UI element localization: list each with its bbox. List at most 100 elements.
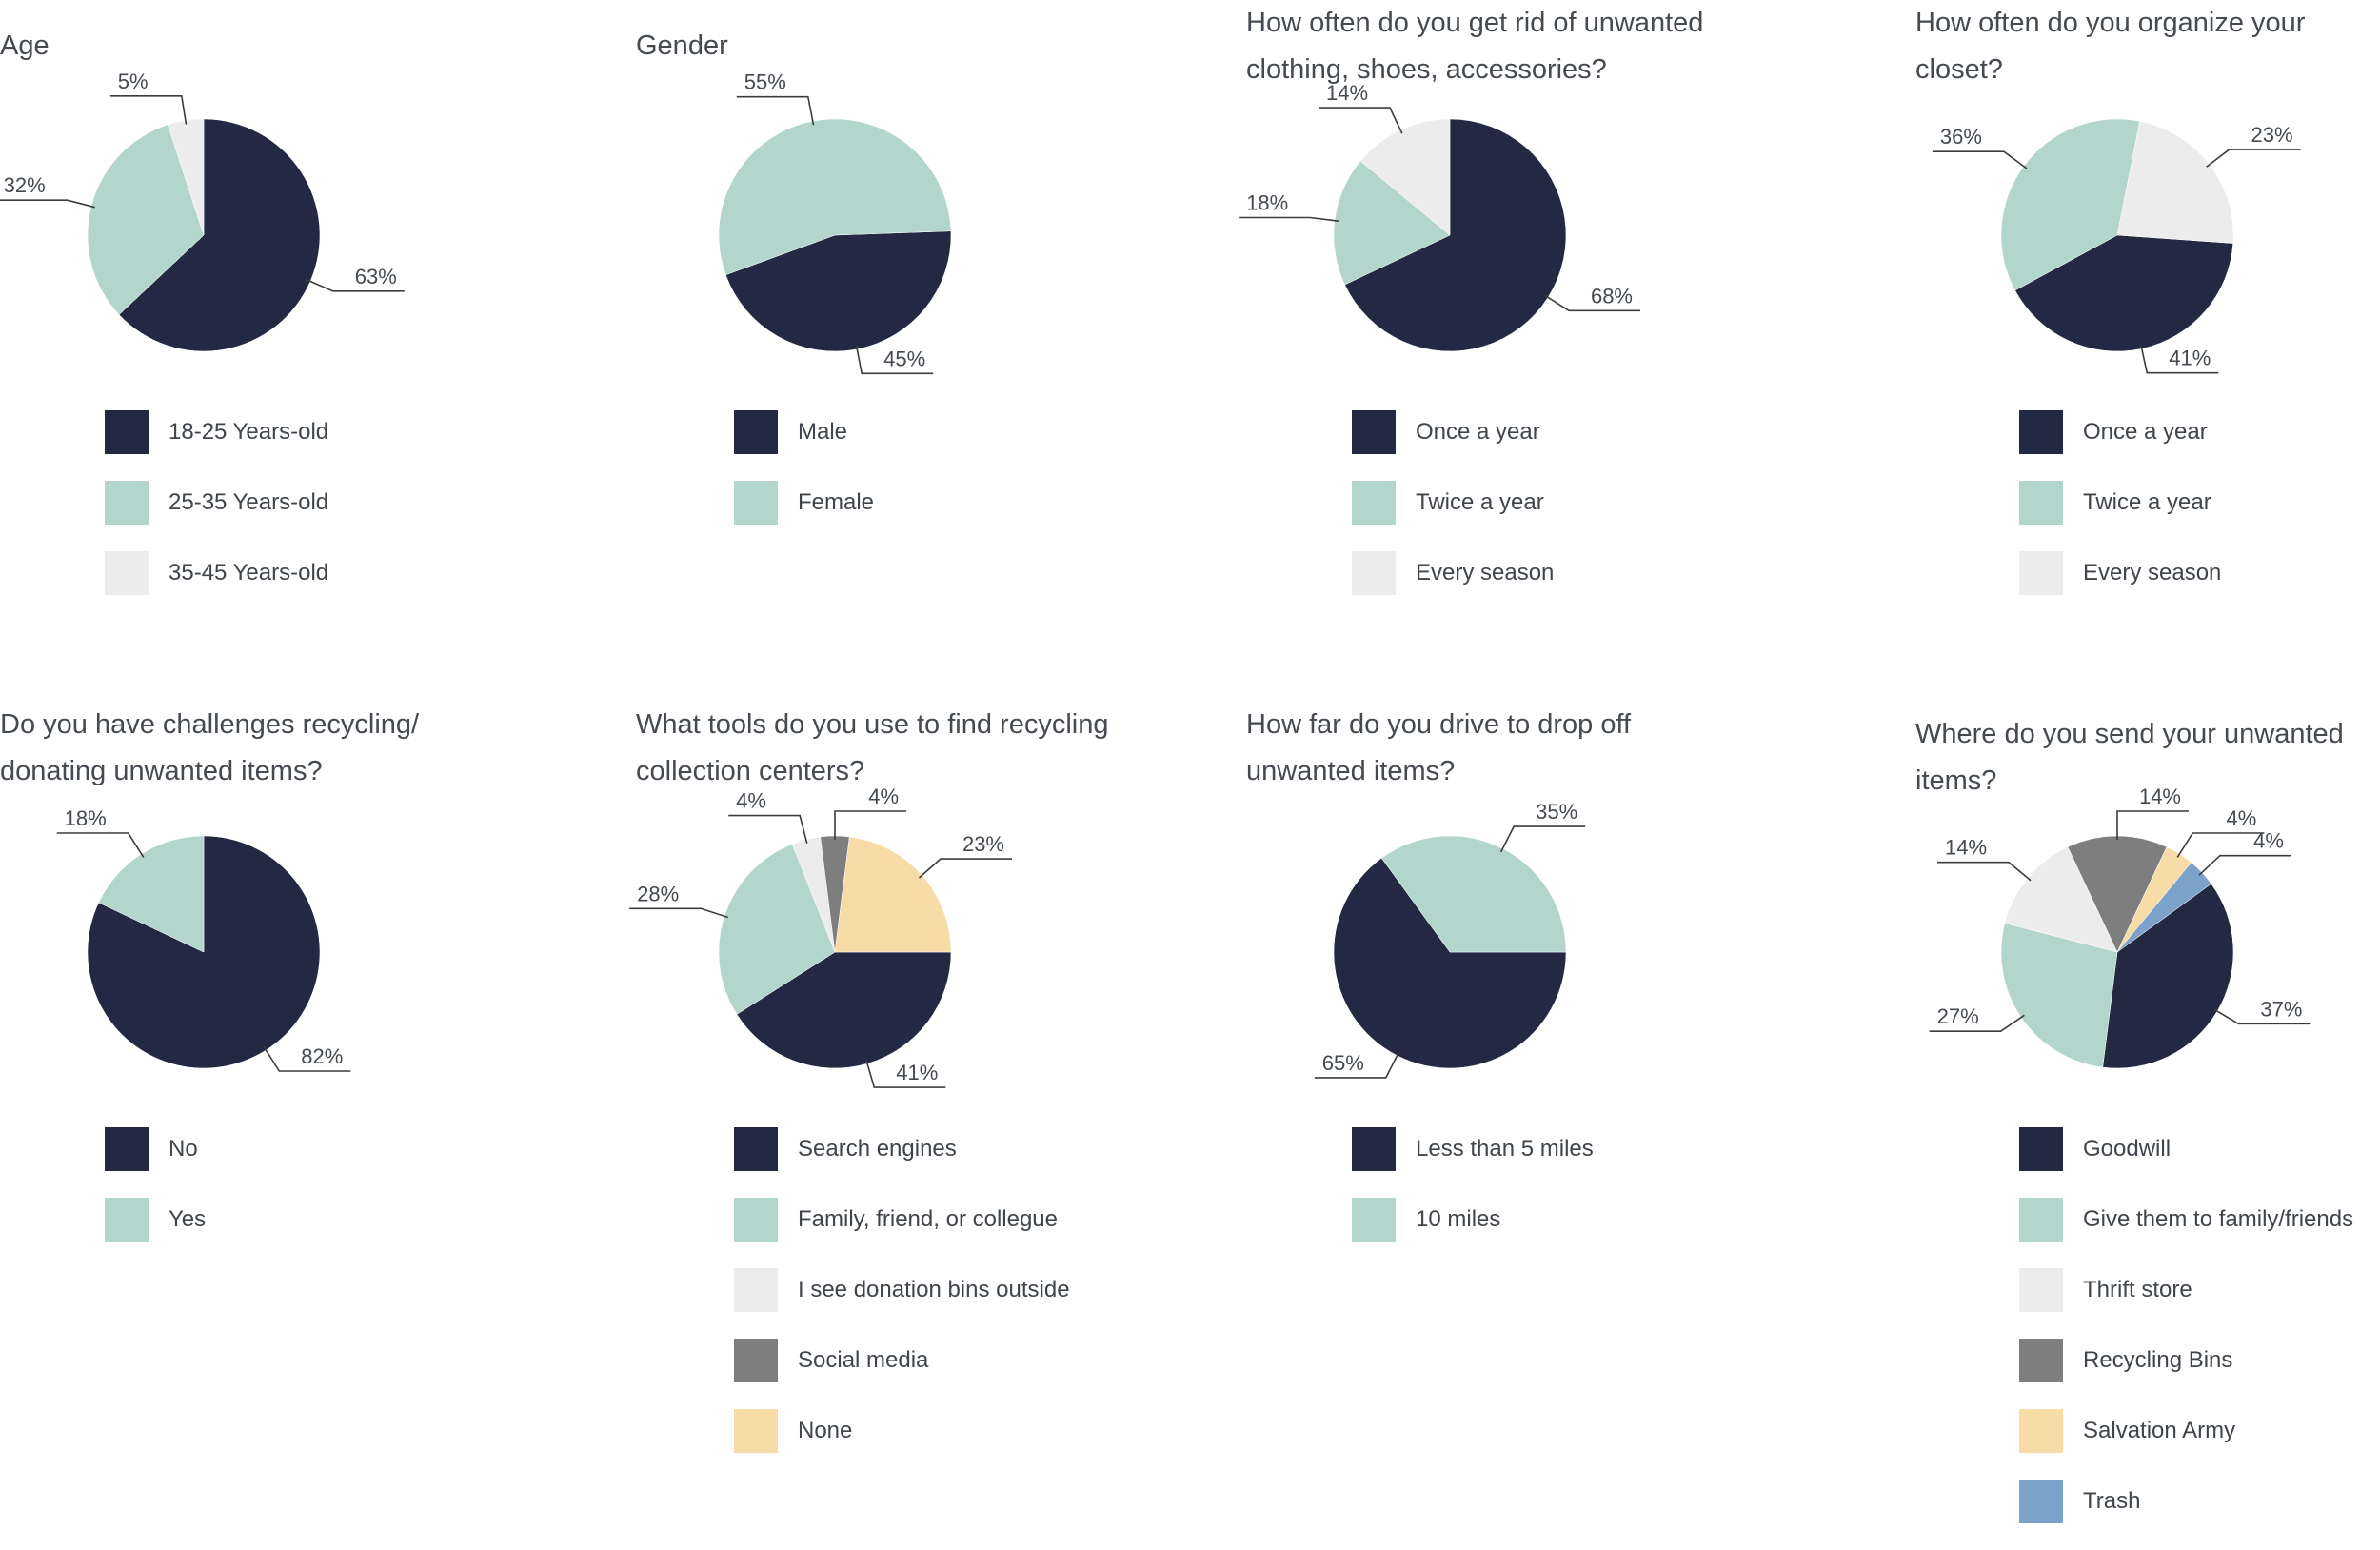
legend-swatch [734, 481, 778, 525]
leader-line [855, 345, 934, 375]
legend-swatch [105, 1198, 149, 1242]
legend-item: Give them to family/friends [2019, 1198, 2353, 1242]
legend-label: Goodwill [2083, 1136, 2172, 1162]
data-label: 63% [355, 265, 397, 288]
leader-line [736, 95, 815, 126]
legend-send-destination: Goodwill Give them to family/friends Thr… [2019, 1127, 2353, 1550]
pie-chart-3: 41% 36% 23% [1932, 118, 2301, 374]
legend-label: No [169, 1136, 198, 1162]
leader-line [1544, 294, 1640, 312]
legend-label: Every season [2083, 560, 2222, 586]
legend-age: 18-25 Years-old 25-35 Years-old 35-45 Ye… [105, 410, 328, 622]
pie-chart-5: 41% 28% 4% 4% 23% [629, 785, 1012, 1088]
legend-item: Thrift store [2019, 1268, 2353, 1312]
leader-line [1239, 216, 1339, 222]
legend-label: 35-45 Years-old [169, 560, 329, 586]
legend-label: Recycling Bins [2083, 1347, 2233, 1373]
legend-item: Less than 5 miles [1352, 1127, 1594, 1171]
data-label: 36% [1940, 125, 1982, 149]
legend-label: Male [798, 419, 848, 445]
legend-item: Goodwill [2019, 1127, 2353, 1171]
legend-item: I see donation bins outside [734, 1268, 1070, 1312]
data-label: 4% [2227, 806, 2257, 830]
chart-title-send-destination: Where do you send your unwanted items? [1915, 711, 2380, 805]
legend-swatch [734, 410, 778, 454]
legend-item: Every season [2019, 551, 2221, 595]
leader-line [1314, 1051, 1400, 1079]
legend-item: 18-25 Years-old [105, 410, 328, 454]
data-label: 27% [1937, 1004, 1979, 1028]
data-label: 68% [1591, 284, 1633, 308]
pie-chart-4: 82% 18% [56, 806, 351, 1072]
legend-item: Male [734, 410, 874, 454]
leader-line [0, 199, 95, 209]
leader-line [263, 1046, 351, 1072]
data-label: 4% [736, 789, 766, 813]
legend-swatch [2019, 410, 2063, 454]
legend-label: Every season [1416, 560, 1555, 586]
legend-item: Family, friend, or collegue [734, 1198, 1070, 1242]
chart-title-challenges: Do you have challenges recycling/ donati… [0, 702, 533, 795]
legend-swatch [734, 1127, 778, 1171]
legend-swatch [105, 410, 149, 454]
legend-label: Less than 5 miles [1416, 1136, 1594, 1162]
legend-challenges: No Yes [105, 1127, 206, 1268]
chart-title-line: closet? [1915, 54, 2003, 85]
pie-chart-6: 65% 35% [1314, 800, 1586, 1079]
chart-title-line: Do you have challenges recycling/ [0, 709, 420, 740]
legend-swatch [1352, 410, 1396, 454]
legend-item: No [105, 1127, 206, 1171]
pie-slice [834, 836, 952, 953]
legend-label: Family, friend, or collegue [798, 1206, 1058, 1232]
leader-line [306, 279, 405, 292]
legend-get-rid-frequency: Once a year Twice a year Every season [1352, 410, 1554, 622]
legend-organize-closet: Once a year Twice a year Every season [2019, 410, 2221, 622]
data-label: 5% [118, 70, 149, 93]
legend-swatch [2019, 1268, 2063, 1312]
legend-label: Female [798, 489, 875, 515]
data-label: 45% [883, 347, 925, 370]
legend-item: Once a year [1352, 410, 1554, 454]
legend-label: Yes [169, 1206, 207, 1232]
legend-swatch [1352, 481, 1396, 525]
leader-line [2140, 345, 2219, 374]
legend-label: Social media [798, 1347, 929, 1373]
chart-title-gender-line: Gender [636, 30, 728, 61]
pie-chart-1: 45% 55% [718, 70, 952, 375]
leader-line [1929, 1014, 2025, 1032]
data-label: 14% [1326, 81, 1368, 105]
data-label: 37% [2260, 997, 2302, 1021]
legend-item: Search engines [734, 1127, 1070, 1171]
leader-line [865, 1060, 946, 1088]
data-label: 35% [1536, 800, 1577, 824]
data-label: 14% [2139, 785, 2181, 808]
legend-swatch [2019, 1409, 2063, 1453]
legend-label: Search engines [798, 1136, 957, 1162]
legend-tools: Search engines Family, friend, or colleg… [734, 1127, 1070, 1480]
legend-swatch [105, 481, 149, 525]
data-label: 55% [744, 70, 786, 94]
legend-label: 10 miles [1416, 1206, 1501, 1232]
leader-line [1932, 150, 2028, 169]
legend-item: Once a year [2019, 410, 2221, 454]
data-label: 32% [4, 173, 46, 197]
chart-title-gender: Gender [636, 23, 1169, 70]
chart-title-line: How far do you drive to drop off [1246, 709, 1632, 740]
data-label: 23% [2251, 123, 2293, 147]
leader-line [918, 858, 1012, 879]
legend-swatch [2019, 1198, 2063, 1242]
data-label: 18% [1246, 191, 1288, 215]
chart-title-line: How often do you get rid of unwanted [1246, 8, 1704, 38]
legend-item: Social media [734, 1339, 1070, 1382]
legend-item: Trash [2019, 1480, 2353, 1523]
leader-line [56, 832, 145, 858]
legend-swatch [105, 551, 149, 595]
legend-swatch [734, 1198, 778, 1242]
leader-line [728, 814, 808, 844]
legend-label: 25-35 Years-old [169, 489, 329, 515]
legend-item: None [734, 1409, 1070, 1453]
legend-item: Twice a year [1352, 481, 1554, 525]
data-label: 18% [65, 806, 107, 830]
